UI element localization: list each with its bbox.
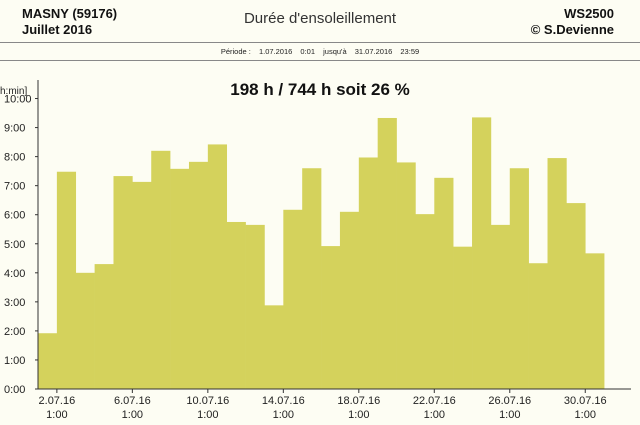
device-name: WS2500 [564, 6, 614, 21]
x-tick-date-label: 18.07.16 [337, 395, 380, 407]
y-tick-label: 6:00 [4, 210, 25, 222]
period-until: jusqu'à [323, 47, 347, 56]
y-tick-label: 9:00 [4, 123, 25, 135]
bar [396, 162, 416, 389]
x-tick-date-label: 26.07.16 [488, 395, 531, 407]
bar [226, 221, 246, 389]
x-tick-time-label: 1:00 [348, 409, 369, 421]
x-tick-date-label: 2.07.16 [39, 395, 76, 407]
x-tick-date-label: 14.07.16 [262, 395, 305, 407]
station-name: MASNY (59176) [22, 6, 118, 21]
y-tick-label: 1:00 [4, 355, 25, 367]
bar [188, 161, 209, 389]
x-tick-time-label: 1:00 [46, 409, 67, 421]
period-bar: Période : 1.07.2016 0:01 jusqu'à 31.07.2… [0, 42, 640, 61]
period-start-date: 1.07.2016 [258, 47, 293, 56]
x-tick-date-label: 22.07.16 [413, 395, 456, 407]
x-tick-time-label: 1:00 [424, 409, 445, 421]
bar [283, 209, 303, 389]
bar [490, 224, 511, 389]
bar [509, 168, 529, 389]
bar [302, 168, 322, 389]
bar [339, 211, 360, 389]
bar [547, 158, 567, 389]
bar [528, 263, 548, 389]
copyright: © S.Devienne [530, 22, 614, 37]
bar [453, 246, 473, 389]
y-tick-label: 8:00 [4, 152, 25, 164]
station-info: MASNY (59176) Juillet 2016 [22, 6, 117, 38]
x-tick-time-label: 1:00 [122, 409, 143, 421]
bar [566, 203, 586, 389]
x-tick-date-label: 30.07.16 [564, 395, 607, 407]
bar [415, 214, 435, 389]
bar [113, 176, 133, 389]
x-tick-time-label: 1:00 [499, 409, 520, 421]
bar [321, 246, 341, 389]
y-tick-label: 5:00 [4, 239, 25, 251]
y-tick-label: 0:00 [4, 384, 25, 396]
bar [434, 177, 454, 389]
bar [377, 117, 397, 389]
bar [38, 333, 58, 389]
bar [75, 272, 95, 389]
bar [207, 144, 228, 389]
x-tick-time-label: 1:00 [273, 409, 294, 421]
header: MASNY (59176) Juillet 2016 Durée d'ensol… [0, 0, 640, 46]
x-tick-time-label: 1:00 [575, 409, 596, 421]
bar [245, 224, 265, 389]
x-tick-time-label: 1:00 [197, 409, 218, 421]
y-tick-label: 4:00 [4, 268, 25, 280]
bar [132, 181, 152, 389]
brand-info: WS2500 © S.Devienne [531, 6, 614, 38]
bar [56, 171, 77, 389]
y-tick-label: 2:00 [4, 326, 25, 338]
bar [472, 117, 492, 390]
bar [170, 168, 190, 389]
summary-text: 198 h / 744 h soit 26 % [230, 80, 410, 99]
x-tick-date-label: 10.07.16 [186, 395, 229, 407]
bar [94, 264, 114, 389]
bar [151, 150, 171, 389]
x-tick-date-label: 6.07.16 [114, 395, 151, 407]
bar [358, 157, 378, 389]
bar [264, 305, 284, 389]
period-start-time: 0:01 [300, 47, 316, 56]
bar [585, 253, 605, 389]
period-end-date: 31.07.2016 [354, 47, 393, 56]
chart-title: Durée d'ensoleillement [243, 10, 397, 27]
y-tick-label: 10:00 [4, 94, 32, 106]
y-axis-unit: h:min] [0, 86, 28, 97]
y-tick-label: 3:00 [4, 297, 25, 309]
period-end-time: 23:59 [400, 47, 420, 56]
period-label: Période : [220, 47, 251, 56]
y-tick-label: 7:00 [4, 181, 25, 193]
month-label: Juillet 2016 [22, 22, 93, 37]
